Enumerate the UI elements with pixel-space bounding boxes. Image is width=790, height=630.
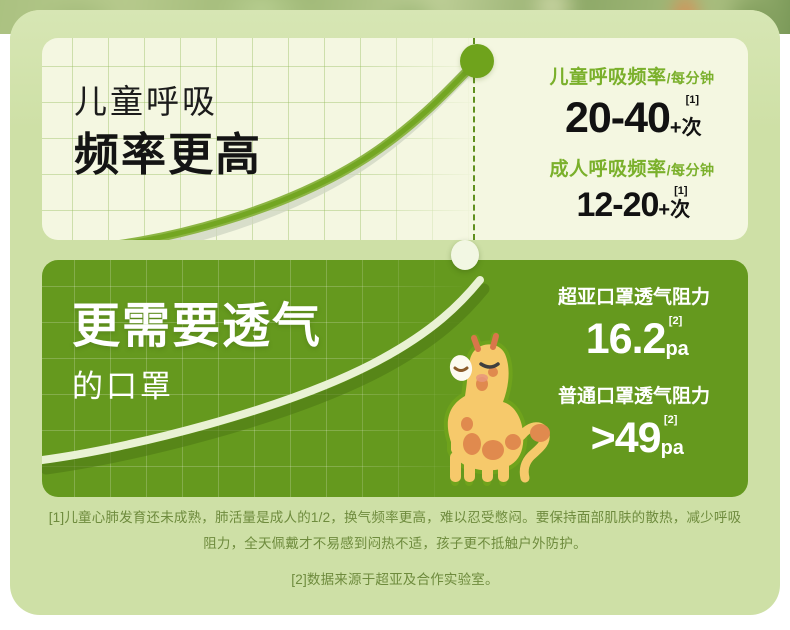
stat-value-chaoya: 16.2 pa [2] <box>520 315 748 363</box>
stats-two-spacer <box>520 361 748 387</box>
card-two-stats: 超亚口罩透气阻力 16.2 pa [2] 普通口罩透气阻力 >49 pa [2] <box>520 288 748 460</box>
stat-number-adult: 12-20 <box>576 186 659 224</box>
stat-unit-normal: pa <box>660 437 684 459</box>
footnote-ref-normal: [2] <box>663 414 678 426</box>
stat-unit-child: 次 <box>681 117 702 139</box>
headline-two-line-1: 更需要透气 <box>72 300 323 353</box>
footnote-ref-chaoya: [2] <box>668 315 683 327</box>
stat-label-adult-sub: /每分钟 <box>666 162 715 178</box>
card-breathable-mask: 更需要透气 的口罩 超亚口罩透气阻力 16.2 pa [2] 普通口罩透气阻力 <box>42 260 748 497</box>
footnote-two: [2]数据来源于超亚及合作实验室。 <box>291 571 499 587</box>
footnote-ref-child: [1] <box>685 94 700 106</box>
stat-label-normal: 普通口罩透气阻力 <box>557 386 710 407</box>
stat-value-child: 20-40 + 次 [1] <box>516 94 748 142</box>
stat-adult-rate: 成人呼吸频率/每分钟 12-20 + 次 [1] <box>516 160 748 222</box>
card-child-breathing-rate: 儿童呼吸 频率更高 儿童呼吸频率/每分钟 20-40 + 次 [1] <box>42 38 748 240</box>
stat-label-child-main: 儿童呼吸频率 <box>549 67 667 88</box>
stat-label-child: 儿童呼吸频率/每分钟 <box>516 68 748 87</box>
giraffe-illustration <box>443 332 550 486</box>
rising-curve-chart-dark <box>42 276 490 475</box>
stat-child-rate: 儿童呼吸频率/每分钟 20-40 + 次 [1] <box>516 68 748 140</box>
stat-number-child: 20-40 <box>564 94 671 142</box>
stat-number-normal: >49 <box>590 414 662 462</box>
stat-unit-adult: 次 <box>670 199 691 221</box>
headline-line-2: 频率更高 <box>74 129 263 181</box>
stats-spacer <box>516 140 748 160</box>
stat-value-normal: >49 pa [2] <box>520 414 748 462</box>
dashed-indicator-line <box>473 38 475 240</box>
rising-curve-chart-light <box>118 59 479 240</box>
footnote-ref-adult: [1] <box>674 185 688 197</box>
footnotes-block: [1]儿童心肺发育还未成熟，肺活量是成人的1/2，换气频率更高，难以忍受憋闷。要… <box>42 505 748 593</box>
card-one-headline: 儿童呼吸 频率更高 <box>74 83 263 181</box>
stat-label-adult-main: 成人呼吸频率 <box>549 159 667 180</box>
headline-two-line-2: 的口罩 <box>72 368 174 404</box>
stat-label-child-sub: /每分钟 <box>666 70 715 86</box>
curve-endpoint-dot-green <box>460 44 494 78</box>
stat-chaoya-resistance: 超亚口罩透气阻力 16.2 pa [2] <box>520 288 748 361</box>
stat-label-chaoya: 超亚口罩透气阻力 <box>557 287 710 308</box>
stat-label-adult: 成人呼吸频率/每分钟 <box>516 160 748 179</box>
stat-unit-chaoya: pa <box>665 338 689 360</box>
footnote-one: [1]儿童心肺发育还未成熟，肺活量是成人的1/2，换气频率更高，难以忍受憋闷。要… <box>48 510 742 552</box>
card-two-headline: 更需要透气 的口罩 <box>72 300 322 404</box>
headline-line-1: 儿童呼吸 <box>74 83 218 120</box>
stat-plus-adult: + <box>658 199 671 221</box>
main-panel: 儿童呼吸 频率更高 儿童呼吸频率/每分钟 20-40 + 次 [1] <box>10 10 780 615</box>
stat-normal-resistance: 普通口罩透气阻力 >49 pa [2] <box>520 387 748 460</box>
card-one-stats: 儿童呼吸频率/每分钟 20-40 + 次 [1] 成人呼吸频率/每分钟 <box>516 68 748 222</box>
curve-endpoint-dot-white <box>451 240 479 270</box>
stat-number-chaoya: 16.2 <box>585 315 667 363</box>
stat-plus-child: + <box>669 117 682 139</box>
stat-value-adult: 12-20 + 次 [1] <box>516 185 748 224</box>
